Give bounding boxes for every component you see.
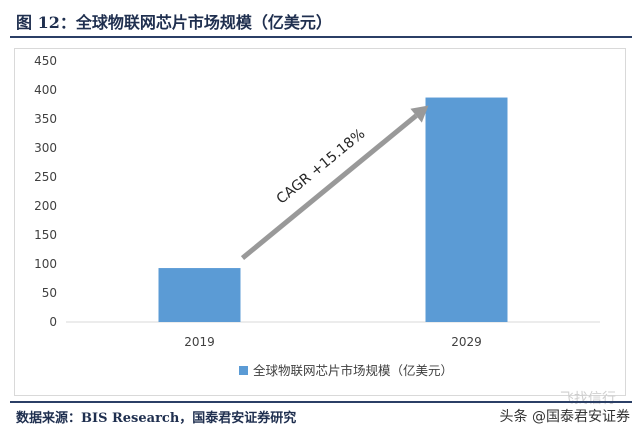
legend-label: 全球物联网芯片市场规模（亿美元） bbox=[253, 363, 453, 378]
y-tick-label: 350 bbox=[34, 112, 57, 126]
y-tick-label: 300 bbox=[34, 141, 57, 155]
y-tick-label: 0 bbox=[49, 315, 57, 329]
y-axis: 0 50 100 150 200 250 300 350 400 450 bbox=[34, 54, 600, 329]
title-rule bbox=[10, 36, 632, 38]
cagr-annotation: CAGR +15.18% bbox=[240, 105, 429, 260]
y-tick-label: 200 bbox=[34, 199, 57, 213]
y-tick-label: 400 bbox=[34, 83, 57, 97]
chart-frame bbox=[14, 48, 626, 396]
footer-rule bbox=[10, 401, 632, 403]
legend-swatch bbox=[239, 366, 248, 375]
y-tick-label: 100 bbox=[34, 257, 57, 271]
watermark: 头条 @国泰君安证券 bbox=[499, 409, 630, 425]
x-tick-label: 2029 bbox=[451, 335, 482, 349]
source-note: 数据来源：BIS Research，国泰君安证券研究 bbox=[16, 411, 297, 426]
cagr-arrow-head bbox=[410, 105, 429, 123]
y-tick-label: 150 bbox=[34, 228, 57, 242]
y-tick-label: 50 bbox=[42, 286, 57, 300]
x-tick-label: 2019 bbox=[184, 335, 215, 349]
y-tick-label: 250 bbox=[34, 170, 57, 184]
figure-title: 图 12：全球物联网芯片市场规模（亿美元） bbox=[16, 13, 332, 32]
legend: 全球物联网芯片市场规模（亿美元） bbox=[239, 363, 453, 378]
x-axis-labels: 2019 2029 bbox=[184, 335, 482, 349]
bar-2029 bbox=[425, 97, 508, 322]
y-tick-label: 450 bbox=[34, 54, 57, 68]
title-bar: 图 12：全球物联网芯片市场规模（亿美元） bbox=[0, 0, 640, 38]
bars bbox=[158, 97, 508, 322]
bar-2019 bbox=[158, 268, 241, 322]
cagr-arrow-shaft bbox=[240, 113, 418, 260]
faded-watermark: 飞找信行 bbox=[560, 391, 616, 407]
